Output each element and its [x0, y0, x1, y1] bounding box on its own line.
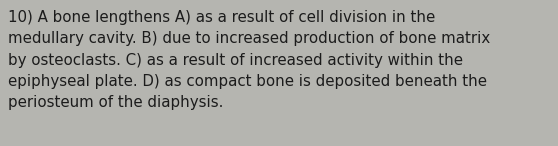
Text: 10) A bone lengthens A) as a result of cell division in the
medullary cavity. B): 10) A bone lengthens A) as a result of c…	[8, 10, 490, 110]
